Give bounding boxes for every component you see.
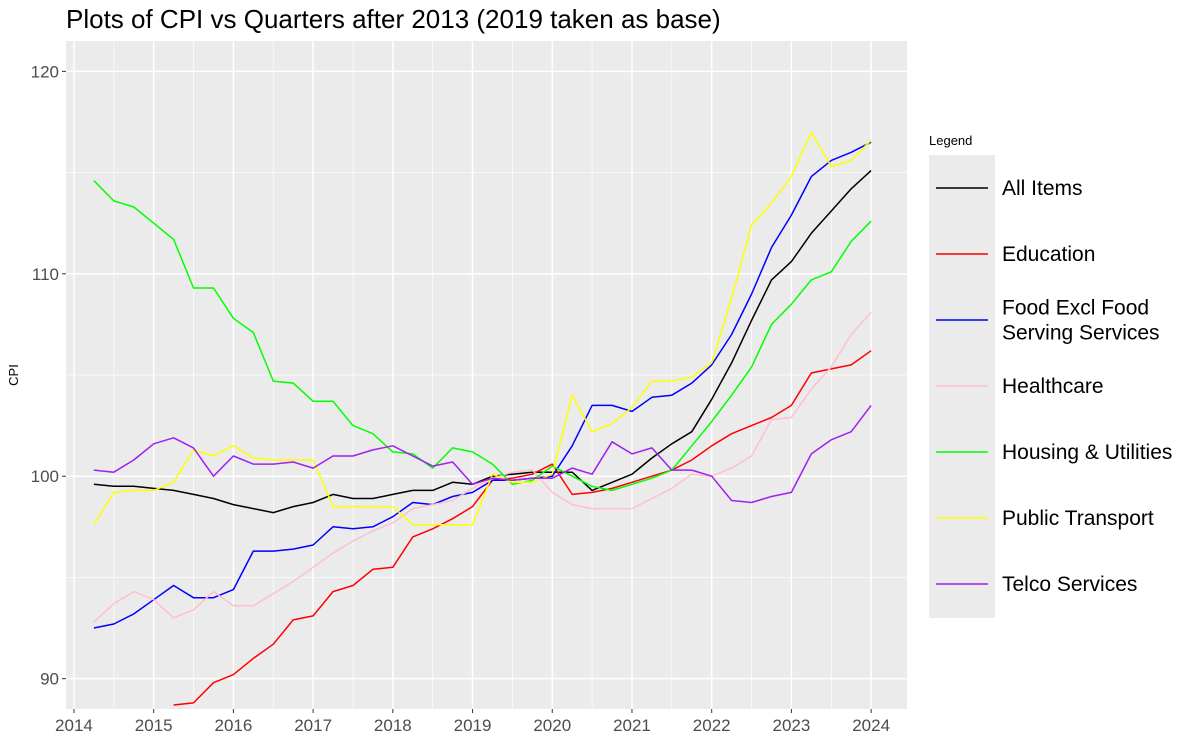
x-tick-label: 2024 [852, 716, 890, 735]
x-tick-label: 2018 [374, 716, 412, 735]
x-tick-label: 2023 [772, 716, 810, 735]
series-line-0 [93, 170, 872, 514]
x-tick-label: 2016 [214, 716, 252, 735]
legend-title: Legend [929, 133, 972, 148]
legend-label-6: Telco Services [1002, 573, 1137, 596]
series-line-2 [93, 141, 872, 629]
grid-major [66, 41, 907, 709]
series-layer [93, 131, 872, 706]
legend-label-5: Public Transport [1002, 507, 1154, 530]
series-line-1 [173, 350, 872, 706]
y-axis-title: CPI [6, 364, 21, 386]
series-line-6 [93, 404, 872, 504]
legend-label-2: Food Excl Food Serving Services [1002, 297, 1160, 345]
x-axis: 2014 2015 2016 2017 2018 2019 2020 2021 2022 2023… [55, 709, 890, 735]
y-tick-label: 110 [32, 265, 59, 284]
y-tick-label: 90 [40, 670, 59, 689]
legend-label-4: Housing & Utilities [1002, 441, 1172, 464]
x-tick-label: 2021 [613, 716, 651, 735]
x-tick-label: 2014 [55, 716, 93, 735]
legend-label-1: Education [1002, 243, 1095, 266]
chart-title: Plots of CPI vs Quarters after 2013 (201… [66, 4, 721, 34]
series-line-3 [93, 311, 872, 623]
x-tick-label: 2015 [135, 716, 173, 735]
y-tick-label: 100 [31, 467, 59, 486]
series-line-4 [93, 180, 872, 492]
x-tick-label: 2017 [294, 716, 332, 735]
legend-label-3: Healthcare [1002, 375, 1104, 398]
x-tick-label: 2022 [693, 716, 731, 735]
legend-label-0: All Items [1002, 177, 1083, 200]
series-line-5 [93, 131, 872, 526]
y-tick-label: 120 [31, 62, 59, 81]
grid-minor [66, 41, 907, 709]
legend: Legend All Items Education Food Excl Food S… [929, 133, 1172, 618]
y-axis: 90 100 110 120 [31, 62, 66, 689]
x-tick-label: 2020 [533, 716, 571, 735]
x-tick-label: 2019 [454, 716, 492, 735]
